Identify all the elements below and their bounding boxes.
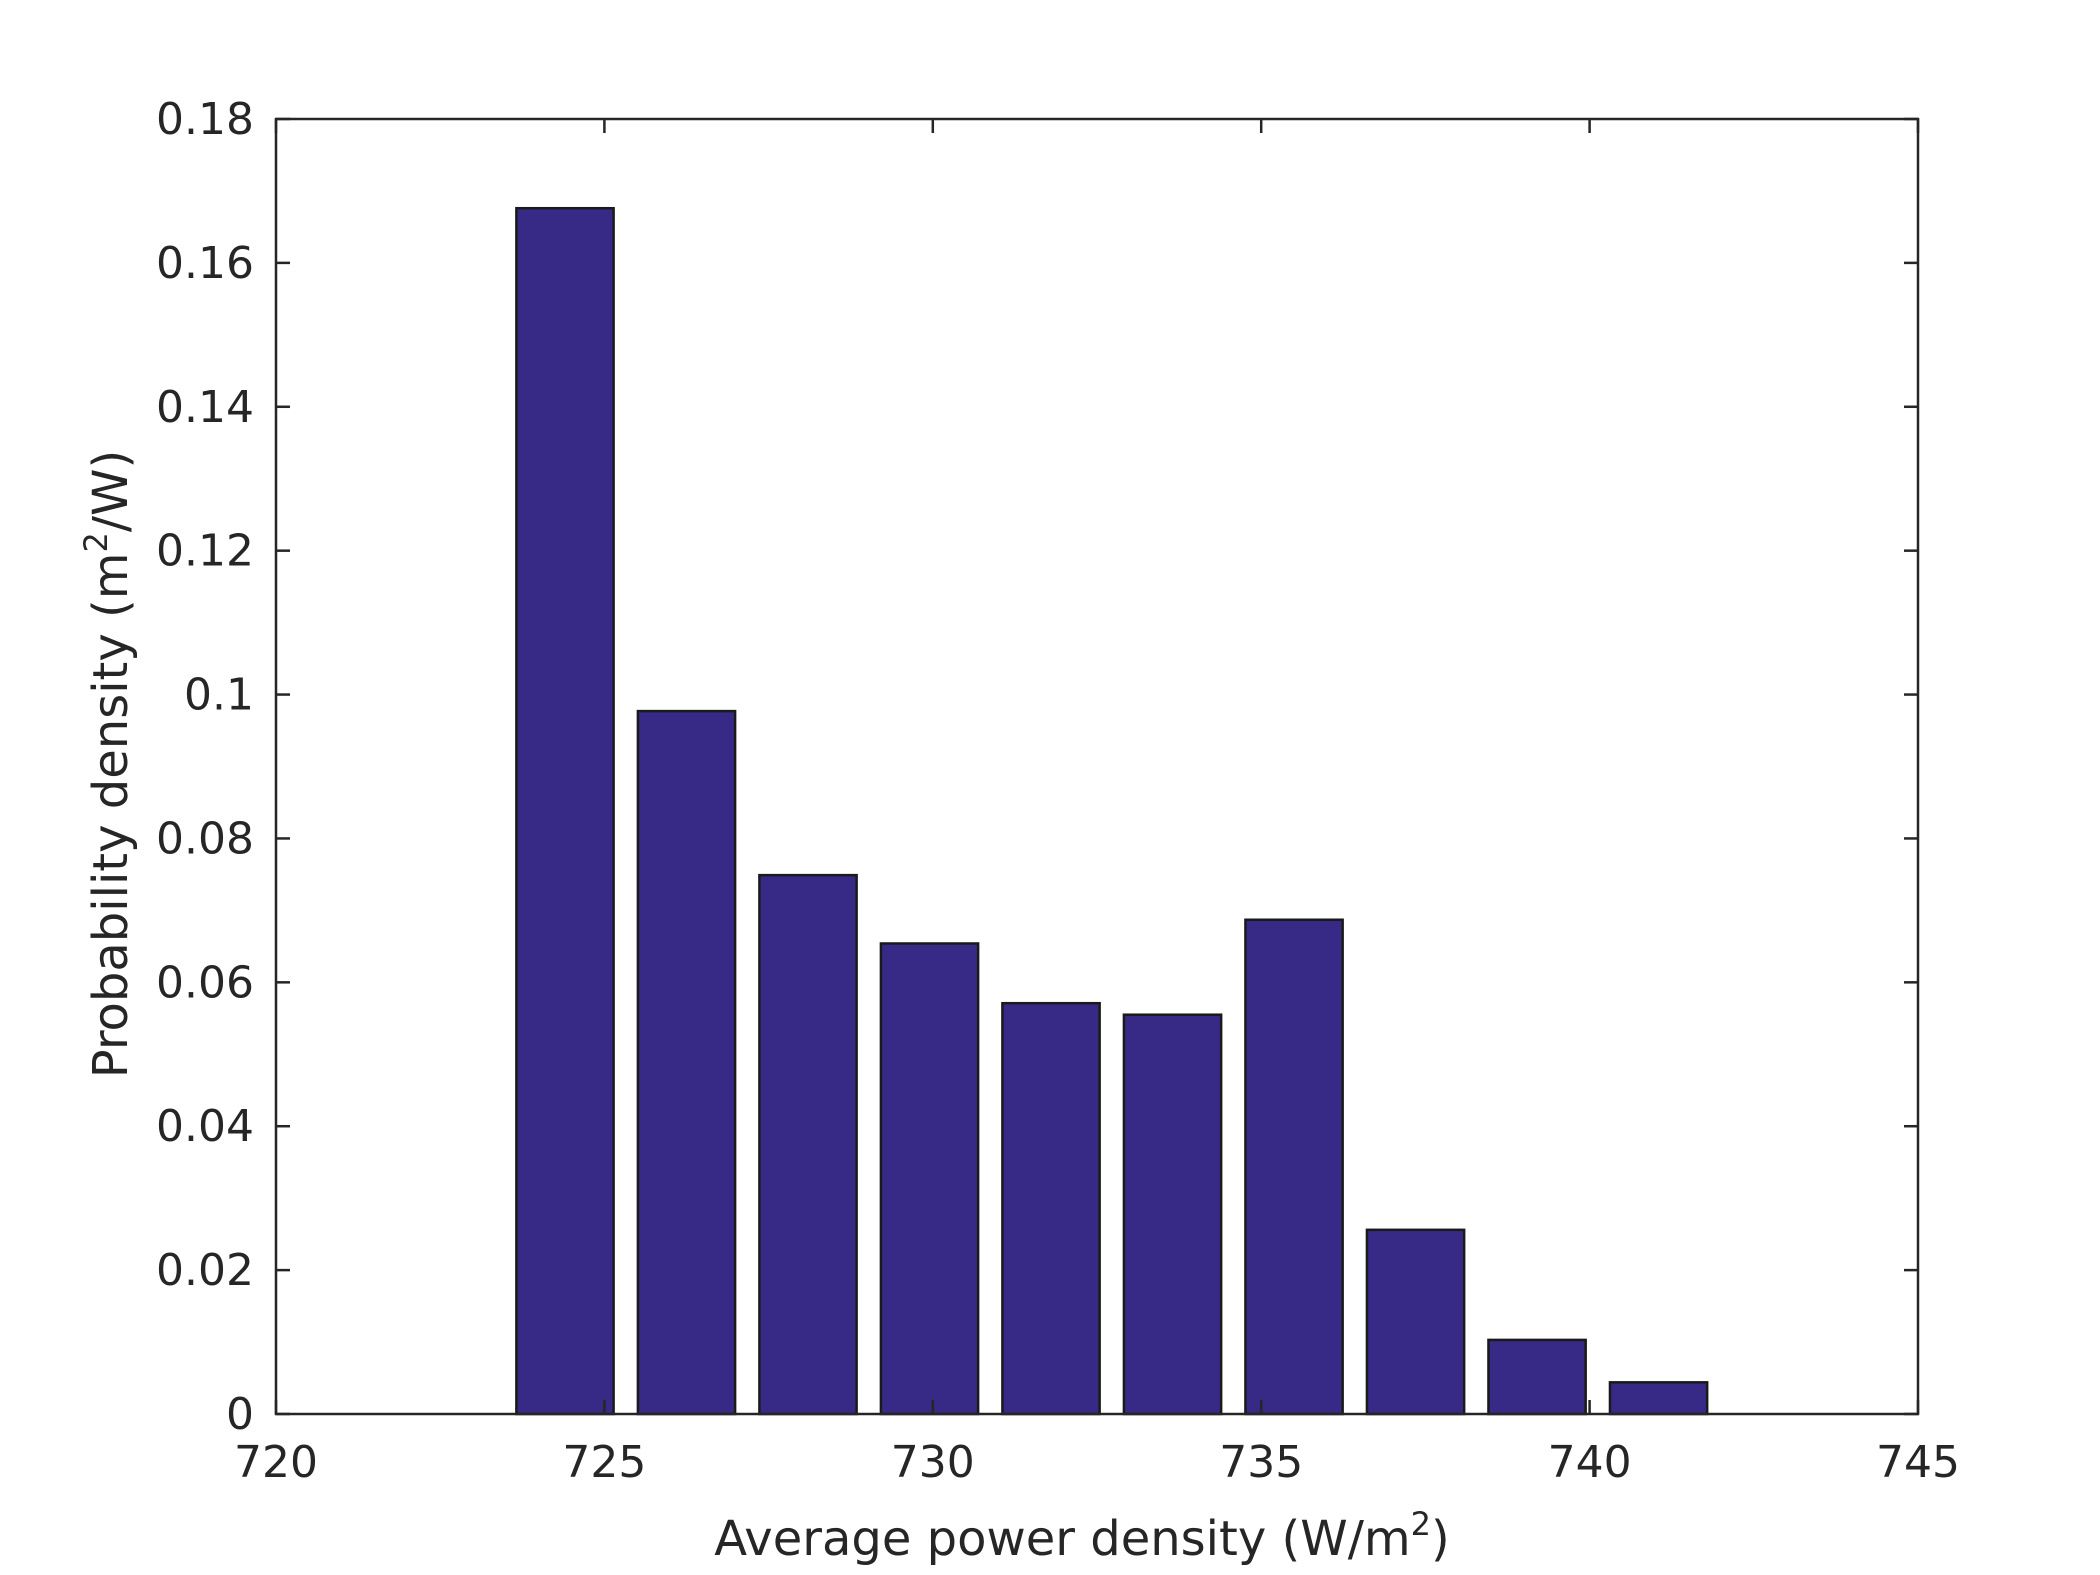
y-axis-label-end: /W) bbox=[83, 450, 139, 532]
histogram-bar-5 bbox=[1122, 1013, 1223, 1416]
labels-layer: 720 725 730 735 740 745 0 0.02 0.04 0.06 0.08 0.1 0.… bbox=[156, 94, 1960, 1488]
x-axis-label: Average power density (W/m2) bbox=[714, 1505, 1449, 1567]
plot-area-frame bbox=[274, 117, 1920, 1416]
x-axis-label-superscript: 2 bbox=[1411, 1505, 1431, 1543]
x-tick-label-4: 740 bbox=[1548, 1437, 1632, 1488]
y-tick-label-8: 0.16 bbox=[156, 238, 254, 289]
x-axis-label-main: Average power density (W/m bbox=[714, 1511, 1410, 1567]
histogram-bar-7 bbox=[1365, 1228, 1466, 1416]
histogram-bar-8 bbox=[1487, 1338, 1587, 1416]
y-tick-label-5: 0.1 bbox=[184, 670, 254, 721]
bars-layer bbox=[515, 206, 1709, 1416]
x-tick-label-5: 745 bbox=[1876, 1437, 1960, 1488]
axes-layer bbox=[274, 117, 1920, 1416]
x-tick-label-1: 725 bbox=[562, 1437, 646, 1488]
ticks-layer bbox=[274, 117, 1920, 1416]
histogram-bar-2 bbox=[758, 873, 858, 1416]
histogram-bar-0 bbox=[515, 206, 615, 1416]
histogram-bar-6 bbox=[1244, 918, 1344, 1416]
x-tick-label-2: 730 bbox=[891, 1437, 975, 1488]
y-axis-label: Probability density (m2/W) bbox=[77, 450, 139, 1078]
x-tick-label-3: 735 bbox=[1219, 1437, 1303, 1488]
y-axis-label-main: Probability density (m bbox=[83, 552, 139, 1078]
y-tick-label-4: 0.08 bbox=[156, 813, 254, 864]
y-tick-label-3: 0.06 bbox=[156, 957, 254, 1008]
y-axis-label-superscript: 2 bbox=[77, 532, 115, 552]
histogram-bar-9 bbox=[1608, 1381, 1709, 1416]
histogram-bar-1 bbox=[636, 709, 737, 1416]
y-tick-label-7: 0.14 bbox=[156, 382, 254, 433]
y-tick-label-2: 0.04 bbox=[156, 1101, 254, 1152]
y-tick-label-1: 0.02 bbox=[156, 1245, 254, 1296]
y-tick-label-0: 0 bbox=[226, 1389, 254, 1440]
histogram-bar-3 bbox=[879, 942, 980, 1416]
y-tick-label-6: 0.12 bbox=[156, 526, 254, 577]
x-axis-label-end: ) bbox=[1431, 1511, 1450, 1567]
histogram-bar-4 bbox=[1001, 1001, 1101, 1416]
x-tick-label-0: 720 bbox=[234, 1437, 318, 1488]
y-tick-label-9: 0.18 bbox=[156, 94, 254, 145]
